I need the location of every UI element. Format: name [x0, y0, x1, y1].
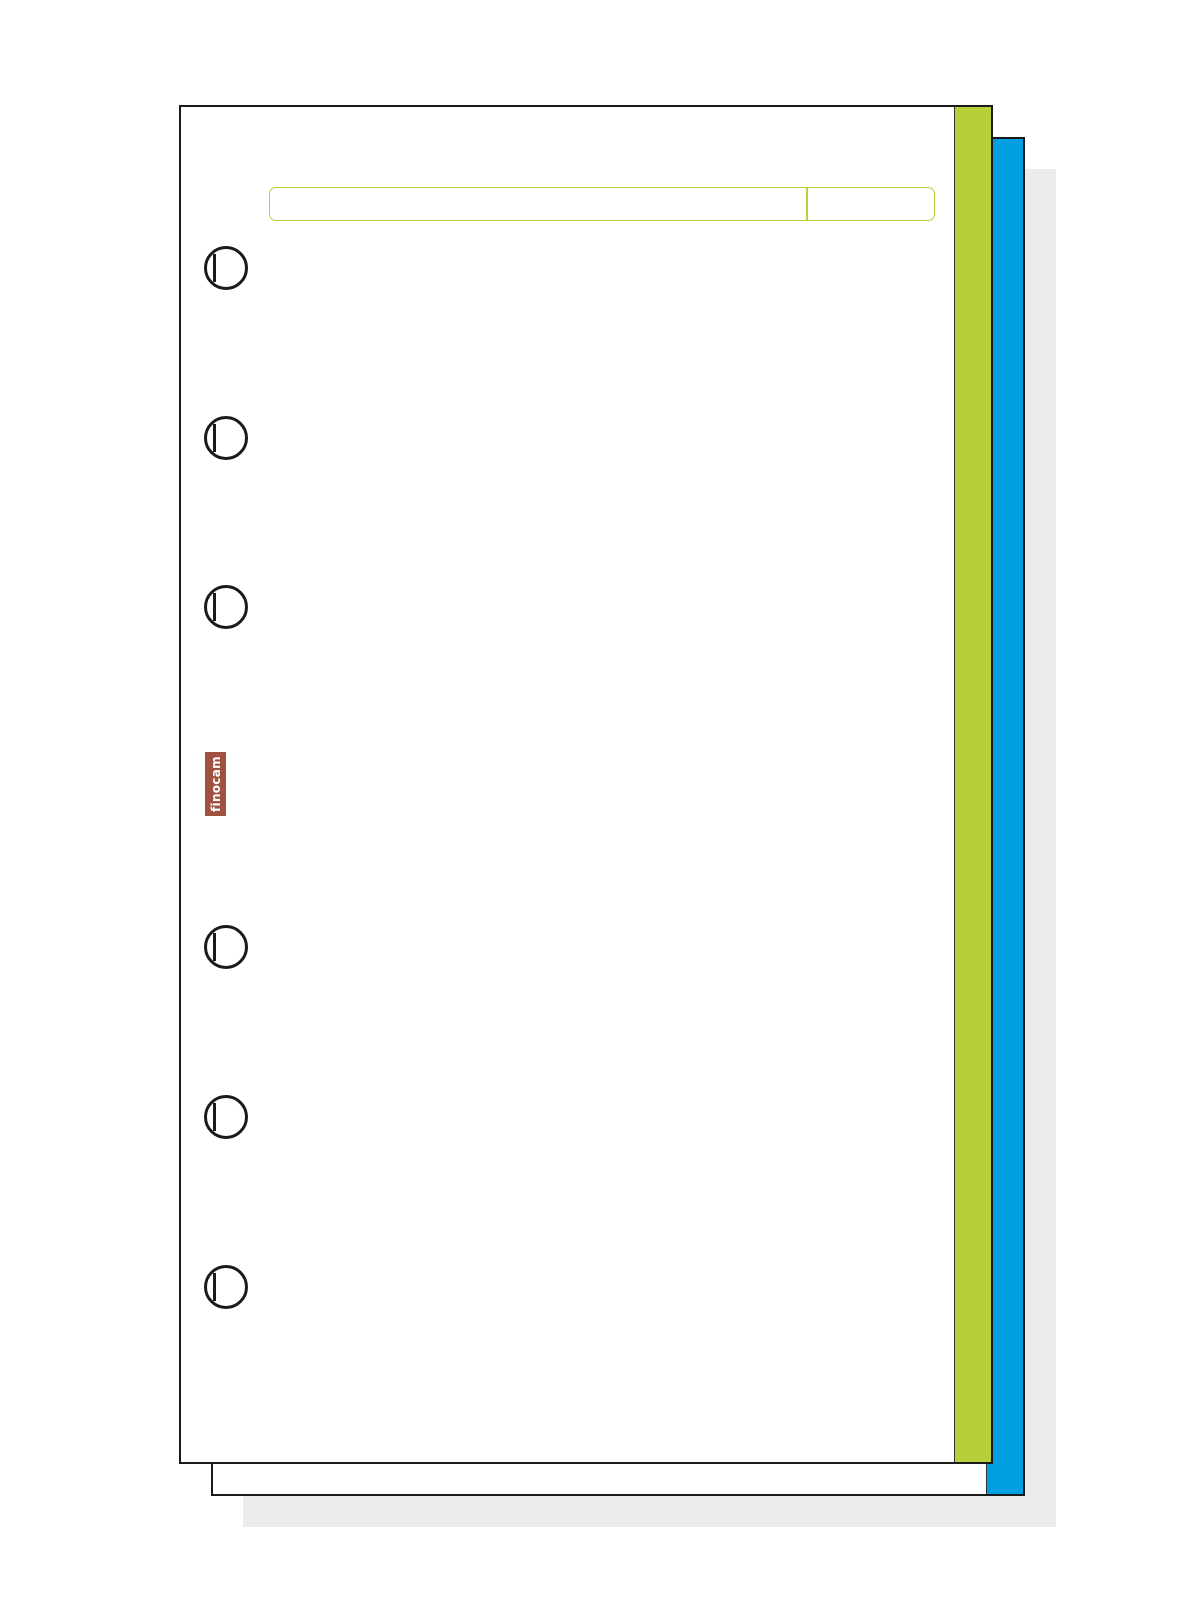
- ring-hole-icon: [204, 1095, 248, 1139]
- ring-hole-icon: [204, 585, 248, 629]
- header-divider: [806, 188, 808, 220]
- front-page-tab-strip: [954, 107, 991, 1462]
- brand-logo-text: finocam: [208, 756, 223, 812]
- brand-logo: finocam: [205, 752, 226, 816]
- front-page: finocam: [179, 105, 993, 1464]
- ring-hole-icon: [204, 416, 248, 460]
- ring-hole-icon: [204, 925, 248, 969]
- ring-hole-icon: [204, 1265, 248, 1309]
- ring-hole-icon: [204, 246, 248, 290]
- header-field: [269, 187, 935, 221]
